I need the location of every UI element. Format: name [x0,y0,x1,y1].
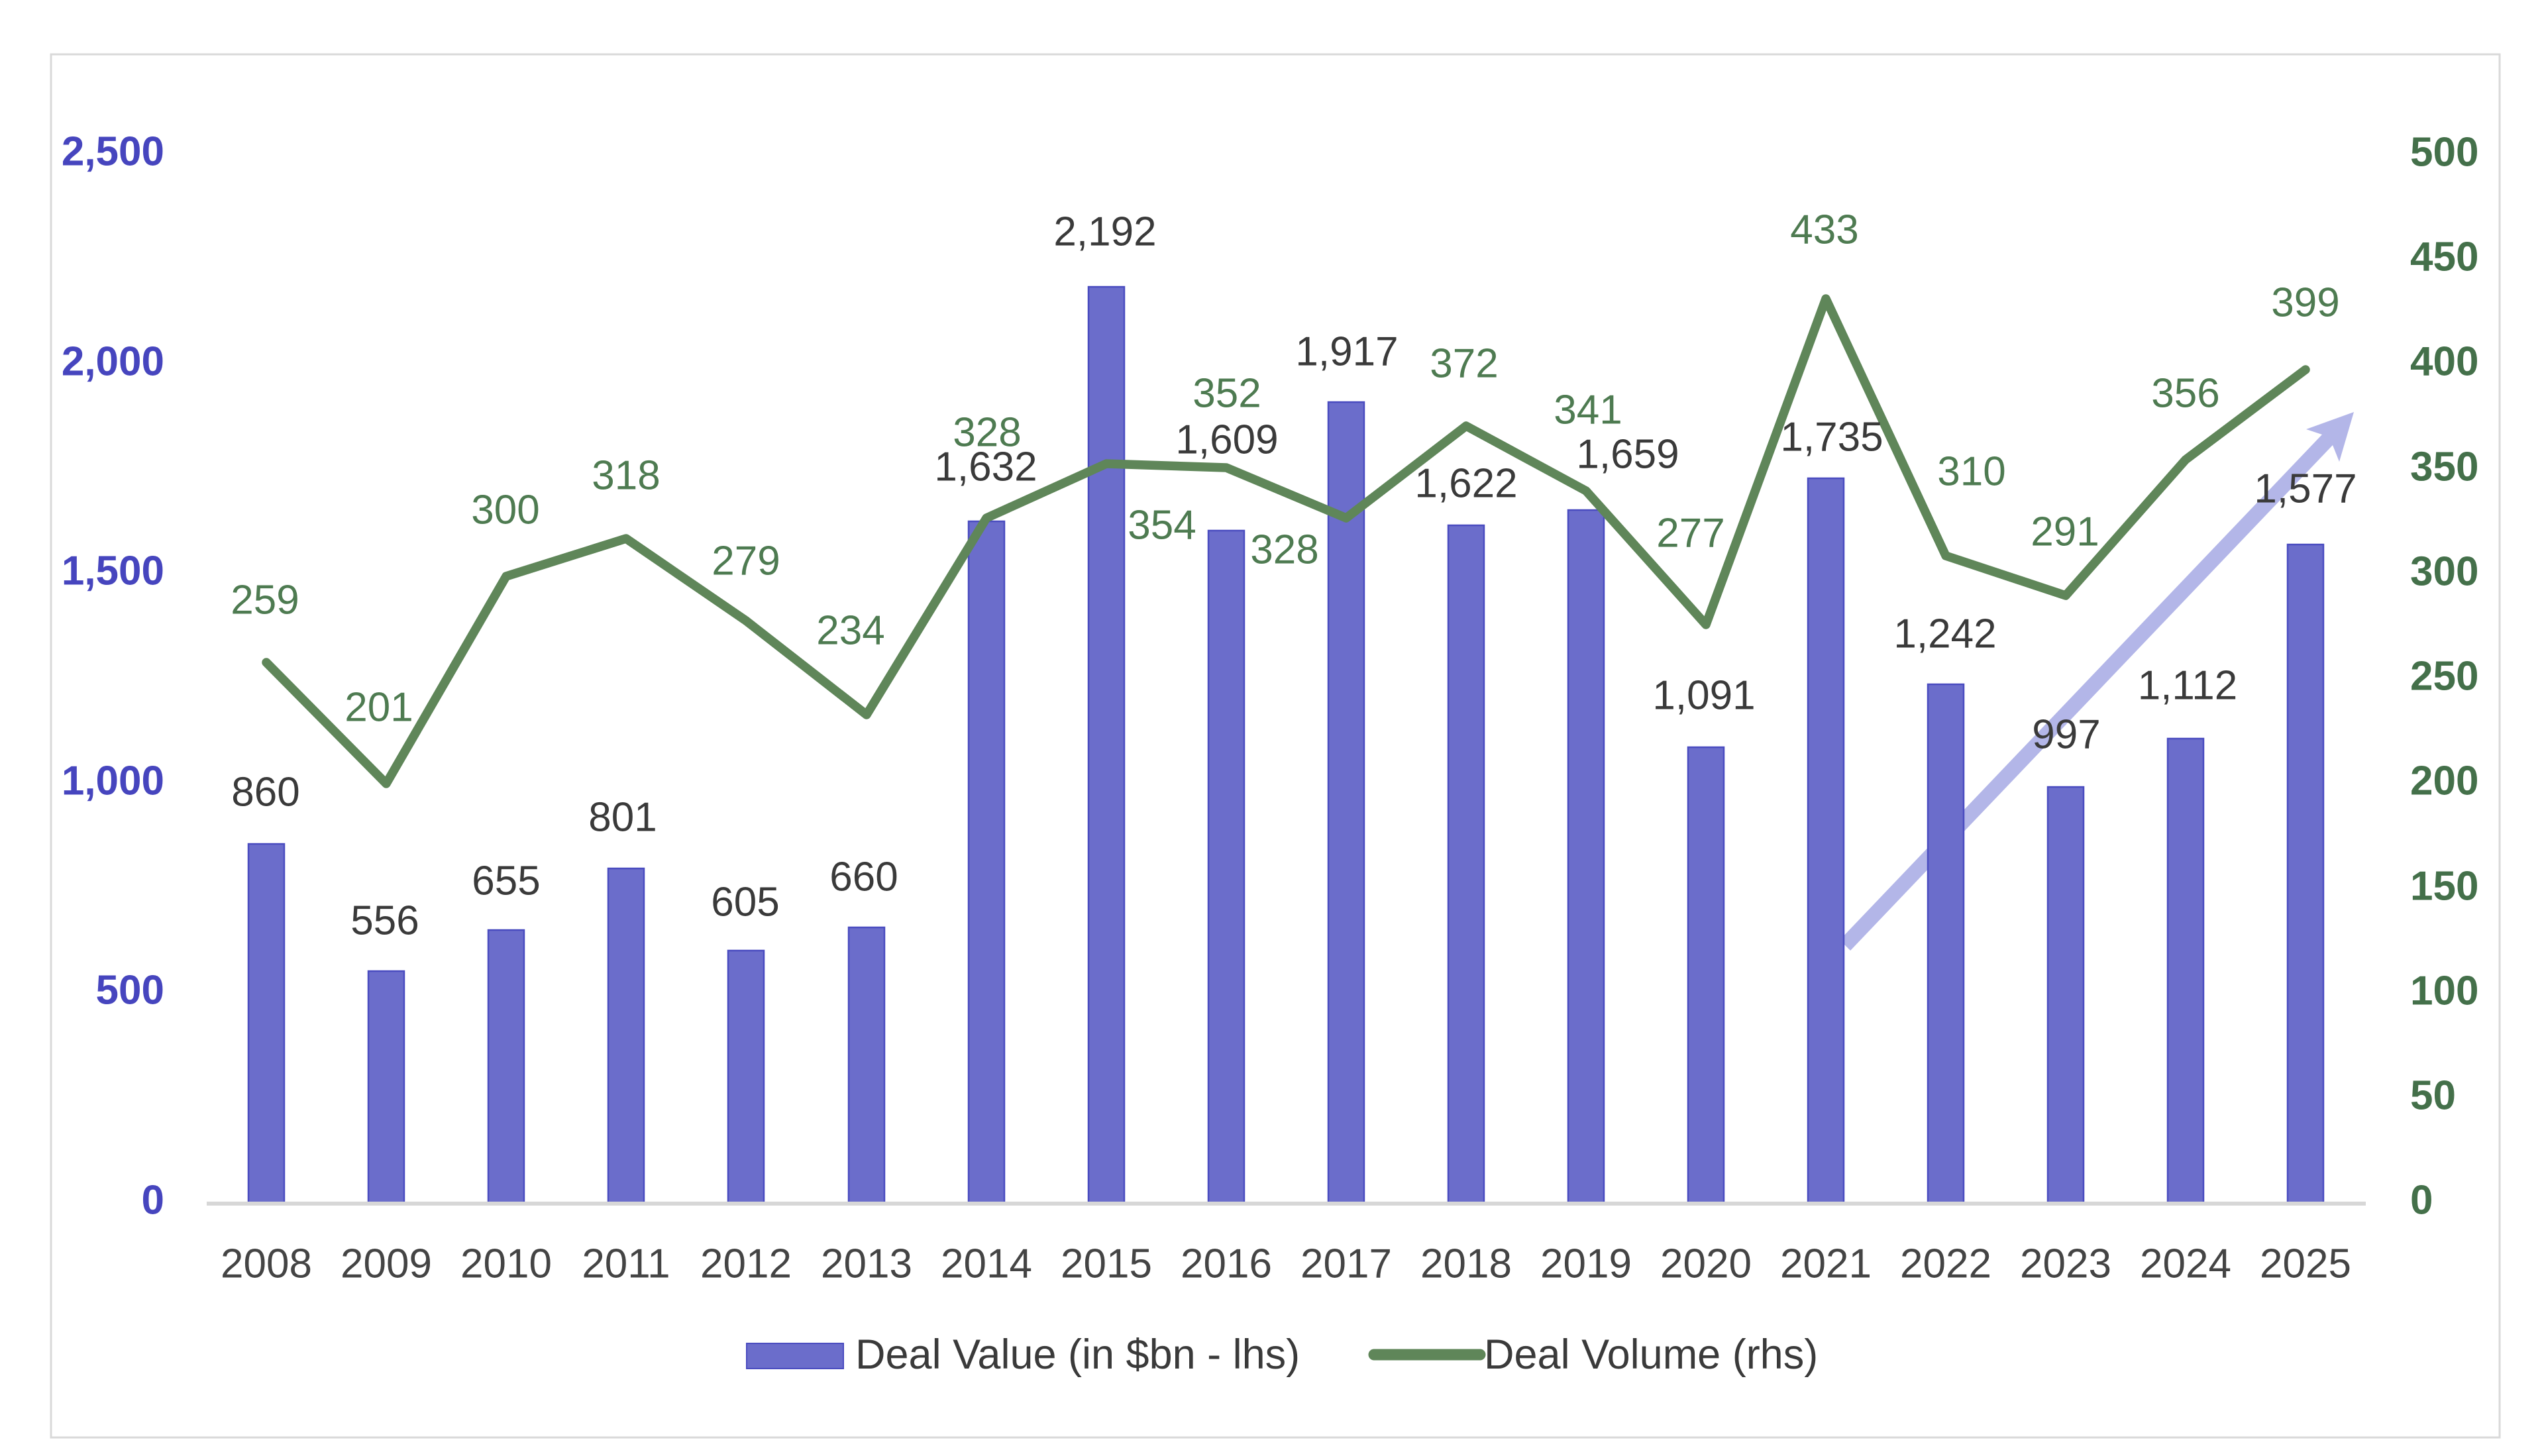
svg-text:2,192: 2,192 [1053,209,1156,255]
svg-text:279: 279 [712,539,780,584]
svg-text:318: 318 [592,453,660,499]
svg-text:150: 150 [2410,864,2478,910]
svg-text:801: 801 [588,795,657,841]
svg-text:Deal Volume (rhs): Deal Volume (rhs) [1484,1331,1818,1378]
svg-text:2024: 2024 [2140,1241,2231,1287]
svg-text:2008: 2008 [221,1241,312,1287]
svg-text:1,735: 1,735 [1780,415,1883,460]
svg-text:2010: 2010 [460,1241,552,1287]
svg-text:605: 605 [711,880,779,925]
svg-text:2011: 2011 [582,1241,670,1287]
svg-text:277: 277 [1656,511,1724,556]
svg-text:2,000: 2,000 [62,339,164,385]
svg-text:400: 400 [2410,339,2478,385]
svg-text:2012: 2012 [700,1241,792,1287]
svg-text:291: 291 [2031,509,2099,555]
svg-text:201: 201 [344,685,413,731]
svg-text:1,242: 1,242 [1893,611,1996,657]
svg-text:1,500: 1,500 [62,548,164,594]
svg-text:2025: 2025 [2260,1241,2351,1287]
svg-text:1,622: 1,622 [1414,461,1517,507]
svg-text:500: 500 [2410,130,2478,176]
svg-text:354: 354 [1128,503,1196,548]
svg-text:352: 352 [1192,371,1261,417]
svg-text:0: 0 [142,1178,164,1223]
svg-text:0: 0 [2410,1178,2433,1223]
svg-text:2019: 2019 [1540,1241,1632,1287]
svg-text:2014: 2014 [941,1241,1032,1287]
svg-text:1,917: 1,917 [1295,329,1398,375]
svg-text:660: 660 [829,855,898,900]
svg-text:328: 328 [953,410,1021,456]
svg-text:997: 997 [2032,712,2100,758]
svg-text:2018: 2018 [1420,1241,1512,1287]
svg-text:2015: 2015 [1061,1241,1152,1287]
svg-text:2017: 2017 [1300,1241,1392,1287]
svg-text:328: 328 [1250,527,1318,573]
svg-text:Deal Value (in $bn - lhs): Deal Value (in $bn - lhs) [855,1331,1300,1378]
svg-text:234: 234 [816,608,884,654]
svg-text:500: 500 [96,968,164,1014]
svg-text:372: 372 [1430,341,1498,387]
svg-text:1,577: 1,577 [2254,466,2357,512]
svg-text:2020: 2020 [1660,1241,1752,1287]
svg-text:100: 100 [2410,968,2478,1014]
svg-text:200: 200 [2410,758,2478,804]
svg-text:250: 250 [2410,654,2478,700]
svg-text:2022: 2022 [1900,1241,1991,1287]
svg-text:2023: 2023 [2020,1241,2111,1287]
svg-text:1,091: 1,091 [1652,673,1755,719]
svg-text:1,659: 1,659 [1576,432,1679,478]
svg-text:655: 655 [472,858,540,904]
svg-text:356: 356 [2151,371,2219,417]
svg-text:2016: 2016 [1181,1241,1272,1287]
svg-text:300: 300 [471,488,539,533]
svg-text:300: 300 [2410,549,2478,595]
svg-text:860: 860 [231,770,299,815]
svg-text:399: 399 [2271,280,2339,326]
svg-text:350: 350 [2410,444,2478,490]
svg-text:1,609: 1,609 [1175,417,1278,463]
svg-text:450: 450 [2410,234,2478,280]
svg-text:2009: 2009 [341,1241,432,1287]
svg-text:50: 50 [2410,1073,2456,1119]
svg-text:1,632: 1,632 [934,444,1037,490]
svg-text:1,000: 1,000 [62,758,164,804]
svg-text:556: 556 [350,898,419,944]
svg-text:310: 310 [1937,449,2005,495]
svg-text:2013: 2013 [821,1241,912,1287]
svg-text:433: 433 [1790,207,1858,253]
svg-text:341: 341 [1554,388,1622,433]
svg-text:2,500: 2,500 [62,129,164,175]
svg-text:2021: 2021 [1780,1241,1872,1287]
svg-text:259: 259 [231,578,299,623]
svg-text:1,112: 1,112 [2138,663,2238,709]
